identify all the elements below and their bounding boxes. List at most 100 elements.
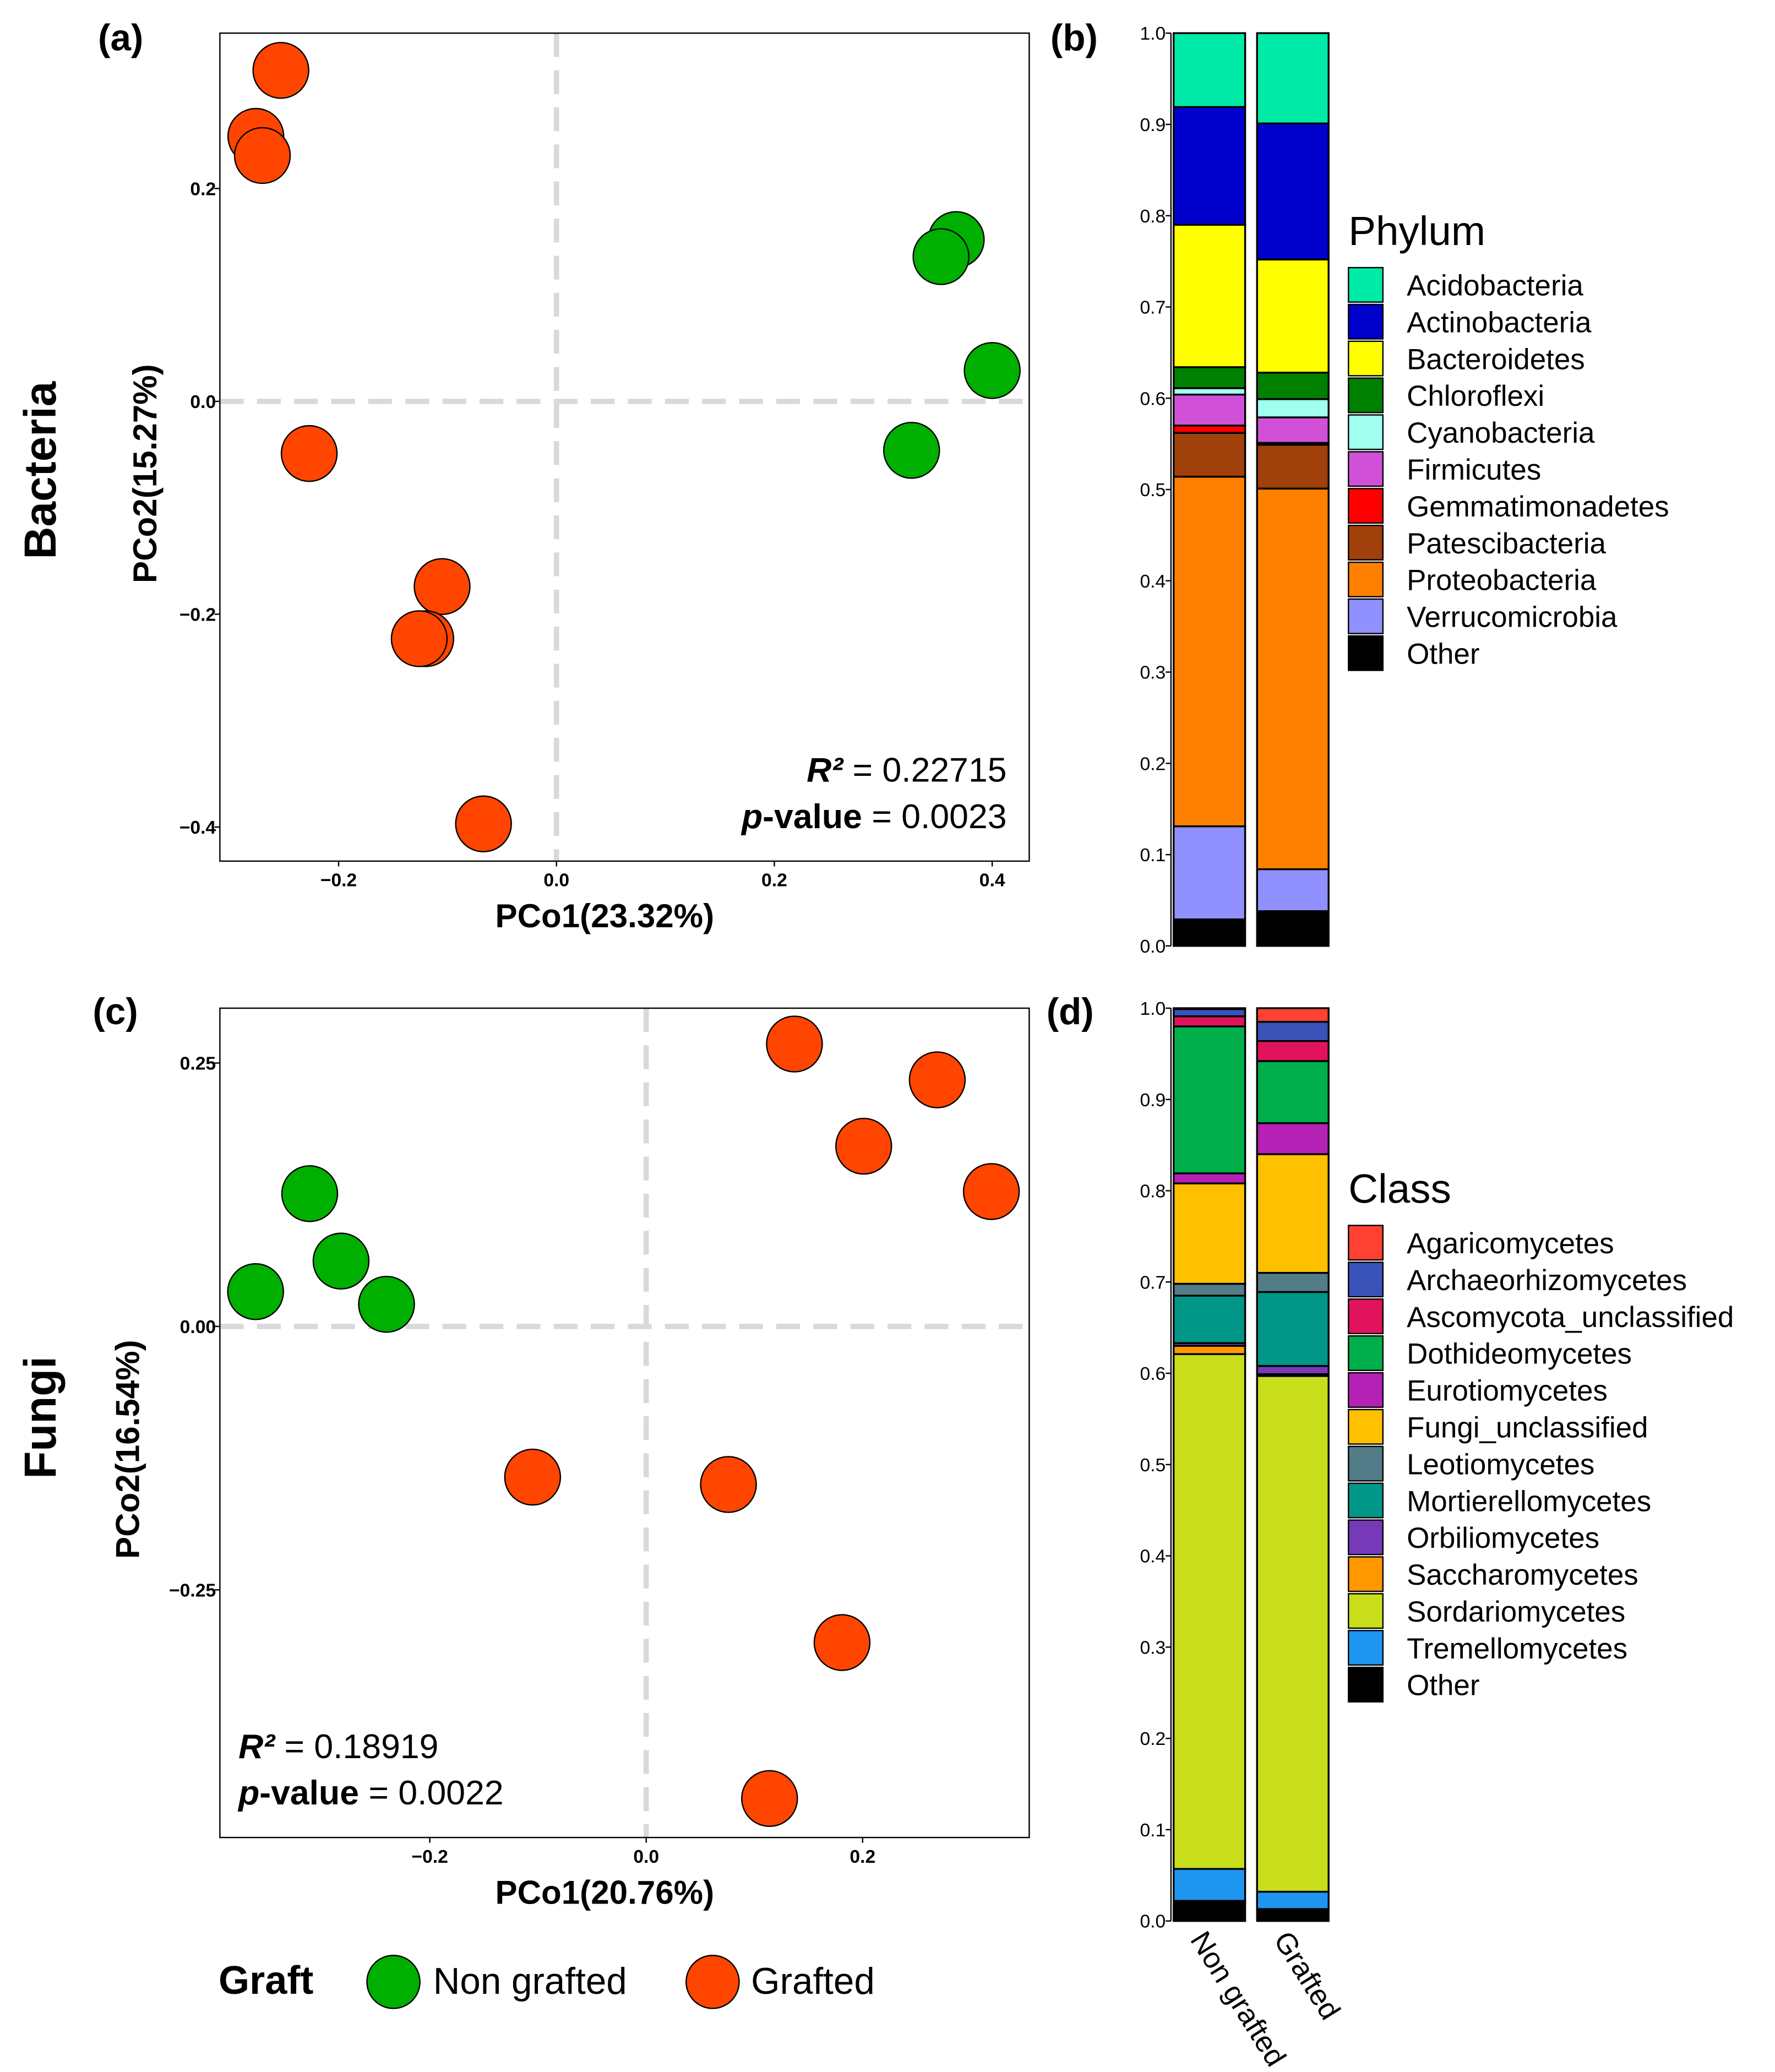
graft-legend-title: Graft — [219, 1959, 313, 2003]
bar-segment-chloroflexi — [1173, 366, 1246, 389]
legend-label-patescibacteria: Patescibacteria — [1407, 527, 1606, 560]
legend-key-orbiliomycetes — [1348, 1519, 1384, 1556]
legend-key-actinobacteria — [1348, 303, 1384, 340]
legend-label-tremellomycetes: Tremellomycetes — [1407, 1633, 1627, 1665]
legend-label-bacteroidetes: Bacteroidetes — [1407, 343, 1585, 376]
y-tick-label: 0.9 — [1140, 1090, 1166, 1111]
legend-key-fungi-unclassified — [1348, 1408, 1384, 1445]
y-tick-label: −0.25 — [169, 1580, 216, 1601]
y-tick-label: 0.3 — [1140, 1638, 1166, 1658]
legend-label-orbiliomycetes: Orbiliomycetes — [1407, 1522, 1599, 1554]
point-grafted — [766, 1015, 823, 1073]
legend-label-fungi-unclassified: Fungi_unclassified — [1407, 1412, 1648, 1444]
legend-title: Class — [1348, 1166, 1451, 1212]
legend-label-proteobacteria: Proteobacteria — [1407, 564, 1597, 597]
plot-frame — [219, 1007, 1030, 1839]
point-grafted — [252, 42, 309, 99]
r-squared-value: = 0.22715 — [843, 751, 1006, 790]
bar-segment-verrucomicrobia — [1173, 825, 1246, 921]
point-grafted — [700, 1456, 757, 1513]
y-tick-label: 0.0 — [1140, 937, 1166, 957]
legend-label-dothideomycetes: Dothideomycetes — [1407, 1338, 1632, 1371]
legend-label-other: Other — [1407, 1669, 1479, 1702]
x-tick-label: −0.2 — [411, 1847, 448, 1867]
legend-label-non-grafted: Non grafted — [433, 1961, 627, 2002]
bar-segment-archaeorhizomycetes — [1173, 1008, 1246, 1018]
legend-key-saccharomycetes — [1348, 1556, 1384, 1592]
bar-segment-sordariomycetes — [1256, 1375, 1330, 1893]
graft-legend: Graft Non grafted Grafted — [219, 1955, 875, 2009]
r-squared-label: R² — [807, 751, 844, 790]
y-axis-title: PCo2(15.27%) — [127, 364, 164, 583]
x-axis-title: PCo1(23.32%) — [495, 898, 714, 934]
legend-label-acidobacteria: Acidobacteria — [1407, 270, 1583, 302]
legend-key-grafted — [685, 1955, 740, 2009]
panel-label-d: (d) — [1047, 991, 1094, 1032]
legend-label-sordariomycetes: Sordariomycetes — [1407, 1596, 1625, 1628]
p-value: = 0.0022 — [359, 1774, 504, 1812]
y-tick-label: −0.4 — [179, 818, 216, 838]
legend-label-archaeorhizomycetes: Archaeorhizomycetes — [1407, 1264, 1687, 1297]
legend-label-eurotiomycetes: Eurotiomycetes — [1407, 1375, 1608, 1407]
y-tick-label: −0.2 — [179, 605, 216, 626]
point-non-grafted — [912, 228, 970, 285]
y-tick-label: 0.2 — [1140, 754, 1166, 774]
x-tick-label: −0.2 — [320, 871, 357, 891]
p-suffix: -value — [259, 1774, 359, 1812]
point-grafted — [741, 1770, 798, 1828]
y-tick-label: 0.6 — [1140, 389, 1166, 409]
bar-segment-other — [1173, 918, 1246, 947]
bar-segment-leotiomycetes — [1173, 1282, 1246, 1297]
x-tick-label: 0.4 — [979, 871, 1005, 891]
y-tick-label: 0.2 — [1140, 1729, 1166, 1749]
panel-label-b: (b) — [1050, 17, 1098, 58]
bar-segment-tremellomycetes — [1256, 1890, 1330, 1910]
bar-segment-firmicutes — [1173, 393, 1246, 427]
bar-segment-leotiomycetes — [1256, 1272, 1330, 1293]
point-grafted — [813, 1614, 871, 1671]
bar-segment-ascomycota-unclassified — [1173, 1015, 1246, 1027]
y-tick-label: 0.9 — [1140, 115, 1166, 135]
y-axis-title: PCo2(16.54%) — [110, 1340, 146, 1559]
row-label-bacteria: Bacteria — [15, 380, 66, 559]
y-tick-label: 0.0 — [1140, 1912, 1166, 1932]
legend-key-sordariomycetes — [1348, 1593, 1384, 1629]
bar-segment-patescibacteria — [1256, 444, 1330, 490]
bar-segment-agaricomycetes — [1256, 1007, 1330, 1023]
legend-label-other: Other — [1407, 638, 1479, 670]
y-tick-label: 0.1 — [1140, 1820, 1166, 1841]
bar-segment-other — [1256, 1908, 1330, 1922]
bar-segment-saccharomycetes — [1173, 1345, 1246, 1355]
legend-key-ascomycota-unclassified — [1348, 1298, 1384, 1335]
point-grafted — [280, 425, 338, 482]
y-tick-label: 0.7 — [1140, 1272, 1166, 1293]
legend-label-agaricomycetes: Agaricomycetes — [1407, 1227, 1614, 1260]
y-tick-label: 0.25 — [180, 1054, 216, 1074]
legend-key-eurotiomycetes — [1348, 1372, 1384, 1408]
y-tick-label: 0.8 — [1140, 1182, 1166, 1202]
bar-segment-eurotiomycetes — [1173, 1172, 1246, 1184]
bar-segment-mortierellomycetes — [1256, 1291, 1330, 1367]
y-tick-label: 0.4 — [1140, 1547, 1166, 1567]
bar-segment-mortierellomycetes — [1173, 1295, 1246, 1345]
point-grafted — [233, 127, 291, 184]
legend-key-firmicutes — [1348, 451, 1384, 487]
pcoa-fungi: −0.2 0.0 0.2 0.25 0.00 −0.25 PCo1(20.76%) PCo2(… — [110, 1007, 1030, 1911]
legend-key-chloroflexi — [1348, 377, 1384, 414]
legend-label-leotiomycetes: Leotiomycetes — [1407, 1448, 1594, 1481]
bar-segment-fungi-unclassified — [1256, 1153, 1330, 1274]
r-squared-label: R² — [238, 1727, 276, 1766]
point-grafted — [962, 1163, 1020, 1220]
legend-key-other — [1348, 635, 1384, 671]
legend-label-ascomycota-unclassified: Ascomycota_unclassified — [1407, 1301, 1734, 1334]
p-suffix: -value — [763, 797, 862, 836]
legend-key-gemmatimonadetes — [1348, 488, 1384, 524]
y-tick-label: 0.6 — [1140, 1364, 1166, 1384]
point-non-grafted — [281, 1165, 339, 1222]
p-label: p — [741, 797, 763, 836]
bar-segment-gemmatimonadetes — [1173, 425, 1246, 434]
bar-segment-proteobacteria — [1256, 487, 1330, 871]
legend-label-saccharomycetes: Saccharomycetes — [1407, 1559, 1638, 1591]
legend-key-dothideomycetes — [1348, 1335, 1384, 1371]
